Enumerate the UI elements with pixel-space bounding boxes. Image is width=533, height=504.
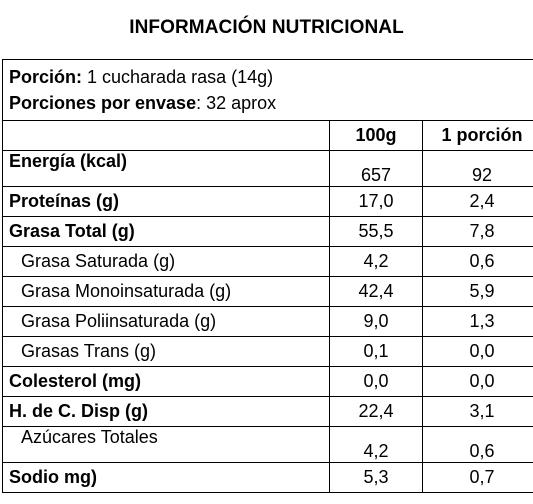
servings-value: : 32 aprox bbox=[196, 93, 277, 113]
servings-label: Porciones por envase bbox=[9, 93, 197, 113]
header-per-portion: 1 porción bbox=[421, 120, 533, 151]
row-protein: Proteínas (g) 17,0 2,4 bbox=[2, 186, 533, 217]
row-label: H. de C. Disp (g) bbox=[2, 396, 330, 427]
servings-line: Porciones por envase: 32 aprox bbox=[9, 90, 533, 116]
value-per-100g: 4,2 bbox=[329, 246, 423, 277]
row-label: Energía (kcal) bbox=[2, 150, 330, 187]
value-per-100g: 4,2 bbox=[329, 426, 423, 463]
row-polyunsaturated-fat: Grasa Poliinsaturada (g) 9,0 1,3 bbox=[2, 306, 533, 337]
row-label: Grasa Monoinsaturada (g) bbox=[2, 276, 330, 307]
value-per-100g: 5,3 bbox=[329, 462, 423, 493]
row-sodium: Sodio mg) 5,3 0,7 bbox=[2, 462, 533, 493]
row-monounsaturated-fat: Grasa Monoinsaturada (g) 42,4 5,9 bbox=[2, 276, 533, 307]
value-per-100g: 55,5 bbox=[329, 216, 423, 247]
nutrition-title: INFORMACIÓN NUTRICIONAL bbox=[129, 17, 404, 38]
value-per-100g: 9,0 bbox=[329, 306, 423, 337]
value-per-portion: 92 bbox=[421, 150, 533, 187]
row-total-fat: Grasa Total (g) 55,5 7,8 bbox=[2, 216, 533, 247]
value-per-100g: 657 bbox=[329, 150, 423, 187]
nutrition-table: Porción: 1 cucharada rasa (14g) Porcione… bbox=[1, 59, 533, 493]
serving-info: Porción: 1 cucharada rasa (14g) Porcione… bbox=[1, 59, 533, 121]
row-label: Azúcares Totales bbox=[2, 426, 330, 463]
row-cholesterol: Colesterol (mg) 0,0 0,0 bbox=[2, 366, 533, 397]
portion-label: Porción: bbox=[9, 67, 83, 87]
portion-value: 1 cucharada rasa (14g) bbox=[82, 67, 274, 87]
row-available-carbs: H. de C. Disp (g) 22,4 3,1 bbox=[2, 396, 533, 427]
value-per-portion: 3,1 bbox=[421, 396, 533, 427]
value-per-portion: 2,4 bbox=[421, 186, 533, 217]
value-per-portion: 0,7 bbox=[421, 462, 533, 493]
header-empty-cell bbox=[2, 120, 330, 151]
value-per-portion: 7,8 bbox=[421, 216, 533, 247]
value-per-100g: 0,0 bbox=[329, 366, 423, 397]
row-label: Proteínas (g) bbox=[2, 186, 330, 217]
row-label: Sodio mg) bbox=[2, 462, 330, 493]
row-label: Grasa Poliinsaturada (g) bbox=[2, 306, 330, 337]
row-label: Grasas Trans (g) bbox=[2, 336, 330, 367]
value-per-portion: 0,0 bbox=[421, 336, 533, 367]
value-per-100g: 17,0 bbox=[329, 186, 423, 217]
row-total-sugars: Azúcares Totales 4,2 0,6 bbox=[2, 426, 533, 463]
row-saturated-fat: Grasa Saturada (g) 4,2 0,6 bbox=[2, 246, 533, 277]
row-label: Grasa Saturada (g) bbox=[2, 246, 330, 277]
row-trans-fat: Grasas Trans (g) 0,1 0,0 bbox=[2, 336, 533, 367]
value-per-100g: 22,4 bbox=[329, 396, 423, 427]
portion-line: Porción: 1 cucharada rasa (14g) bbox=[9, 64, 533, 90]
value-per-portion: 0,6 bbox=[421, 426, 533, 463]
header-row: 100g 1 porción bbox=[2, 120, 533, 151]
value-per-portion: 5,9 bbox=[421, 276, 533, 307]
value-per-100g: 42,4 bbox=[329, 276, 423, 307]
row-energy: Energía (kcal) 657 92 bbox=[2, 150, 533, 187]
row-label: Grasa Total (g) bbox=[2, 216, 330, 247]
value-per-portion: 0,6 bbox=[421, 246, 533, 277]
row-label: Colesterol (mg) bbox=[2, 366, 330, 397]
value-per-100g: 0,1 bbox=[329, 336, 423, 367]
value-per-portion: 1,3 bbox=[421, 306, 533, 337]
header-per-100g: 100g bbox=[329, 120, 423, 151]
value-per-portion: 0,0 bbox=[421, 366, 533, 397]
